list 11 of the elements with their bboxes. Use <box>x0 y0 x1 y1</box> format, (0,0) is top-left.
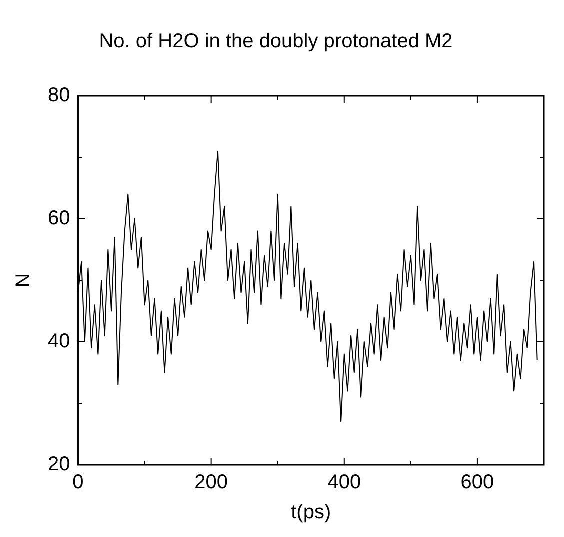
chart-title: No. of H2O in the doubly protonated M2 <box>99 30 453 53</box>
x-axis-title: t(ps) <box>291 502 332 524</box>
x-tick-label: 0 <box>72 472 84 494</box>
x-tick-label: 200 <box>194 472 228 494</box>
y-tick-label: 60 <box>48 208 70 230</box>
x-tick-label: 600 <box>460 472 494 494</box>
x-tick-label: 400 <box>328 472 362 494</box>
y-tick-label: 80 <box>48 84 70 107</box>
y-axis-title: N <box>12 273 35 288</box>
y-tick-label: 20 <box>48 454 70 476</box>
y-tick-label: 40 <box>48 330 70 353</box>
